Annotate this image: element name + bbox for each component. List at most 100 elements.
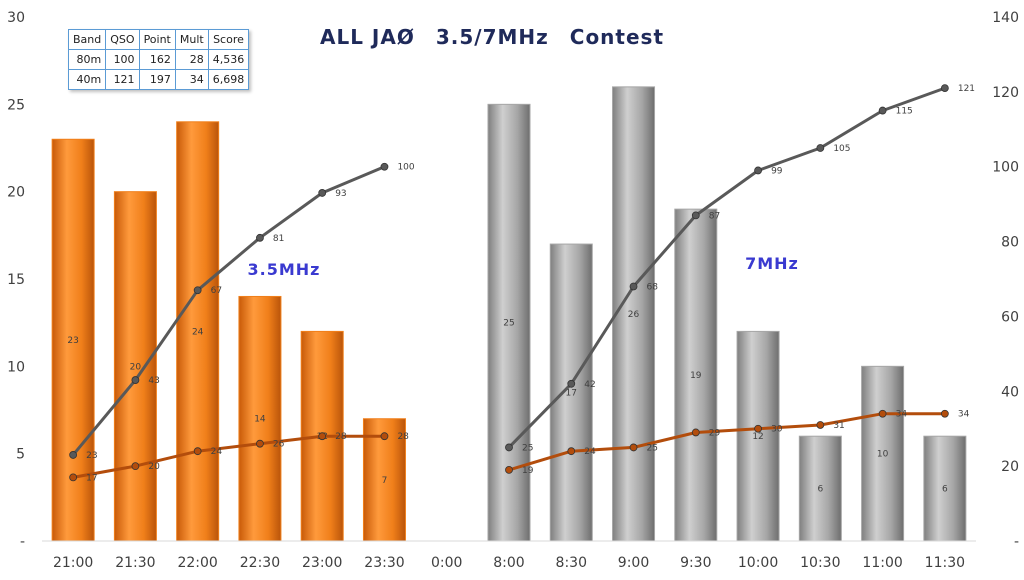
line-data-label: 20 [148,462,160,472]
x-tick-label: 21:00 [53,555,93,571]
line-point [193,447,202,456]
line-point [816,421,825,429]
bar-data-label: 17 [566,389,577,399]
x-tick-label: 23:30 [364,555,404,571]
line-point [380,432,389,441]
bar-data-label: 19 [690,371,702,381]
bar-80m [238,295,282,542]
line-data-label: 19 [522,466,534,476]
line-point [940,409,949,418]
bar-80m [176,121,220,542]
line-data-label: 43 [148,376,159,386]
line-point [567,447,576,456]
header-score: Score [207,29,250,50]
line-point [816,144,825,152]
series-line-80m [71,165,386,456]
summary-table: Band QSO Point Mult Score 80m 100 162 28… [67,29,250,90]
line-point [629,443,638,452]
table-cell: 80m [67,49,107,70]
annotation-3-5mhz: 3.5MHz [248,260,321,279]
line-point [878,409,887,418]
annotation-7mhz: 7MHz [745,254,799,273]
bar-data-label: 6 [817,485,823,495]
bar-data-label: 23 [67,336,78,346]
x-tick-label: 0:00 [431,555,462,571]
bar-data-label: 14 [254,415,266,425]
y-left-tick-label: 5 [16,447,25,463]
line-point [940,84,949,93]
line-point [318,432,327,441]
line-data-label: 99 [771,166,783,176]
x-tick-label: 21:30 [115,555,155,571]
series-line-80m [72,434,385,479]
lines-layer: 23 43 67 81 93 100 25 42 68 87 99 105 115 121 17 20 24 26… [69,84,975,483]
header-point: Point [138,29,176,50]
header-qso: QSO [105,29,140,50]
line-point [878,106,887,115]
summary-row-40m: 40m 121 197 34 6,698 [67,69,250,90]
y-right-tick-label: 60 [1001,309,1019,325]
x-tick-label: 23:00 [302,555,342,571]
header-mult: Mult [174,29,209,50]
table-cell: 40m [67,69,107,90]
table-cell: 4,536 [207,49,250,70]
y-right-tick-label: 20 [1001,459,1019,475]
line-data-label: 26 [273,440,285,450]
bar-labels-layer: 2320241412725172619126106 [67,310,948,495]
header-band: Band [67,29,107,50]
line-point [193,286,202,295]
x-tick-label: 8:30 [556,555,587,571]
bar-40m [674,208,718,542]
series-line-40m [507,86,946,449]
table-cell: 162 [138,49,176,70]
bar-data-label: 6 [942,485,948,495]
table-cell: 100 [105,49,140,70]
line-point [691,428,700,437]
x-tick-label: 22:30 [240,555,280,571]
bar-data-label: 10 [877,450,889,460]
bar-data-label: 24 [192,327,204,337]
line-data-label: 23 [86,451,97,461]
line-data-label: 25 [522,443,533,453]
y-left-tick-label: - [20,534,25,550]
table-cell: 121 [105,69,140,90]
line-data-label: 100 [397,163,414,173]
y-right-tick-label: 120 [992,85,1019,101]
line-point [505,443,513,452]
line-data-label: 81 [273,234,284,244]
line-point [505,465,513,474]
bar-data-label: 7 [382,476,388,486]
table-cell: 197 [138,69,176,90]
line-data-label: 87 [709,211,720,221]
table-cell: 6,698 [207,69,250,90]
x-tick-label: 10:30 [800,555,840,571]
line-data-label: 29 [709,428,721,438]
summary-row-80m: 80m 100 162 28 4,536 [67,49,250,70]
summary-header-row: Band QSO Point Mult Score [67,29,250,50]
x-tick-label: 11:30 [925,555,965,571]
y-left-tick-label: 25 [7,97,25,113]
bar-data-label: 26 [628,310,640,320]
line-data-label: 121 [958,84,975,94]
line-data-label: 25 [647,443,658,453]
y-right-tick-label: - [1014,534,1019,550]
line-point [754,424,762,433]
x-tick-label: 22:00 [177,555,217,571]
x-tick-label: 9:00 [618,555,649,571]
line-data-label: 34 [896,410,908,420]
bar-40m [923,435,967,542]
y-right-tick-label: 140 [992,10,1019,26]
x-tick-label: 10:00 [738,555,778,571]
line-point [691,211,700,220]
line-point [567,379,576,388]
line-point [69,451,78,459]
line-point [629,282,638,291]
y-left-tick-label: 15 [7,272,25,288]
bar-80m [113,191,157,542]
x-tick-label: 8:00 [493,555,524,571]
bar-data-label: 25 [503,319,514,329]
y-right-tick-label: 40 [1001,384,1019,400]
y-left-tick-label: 30 [7,10,25,26]
